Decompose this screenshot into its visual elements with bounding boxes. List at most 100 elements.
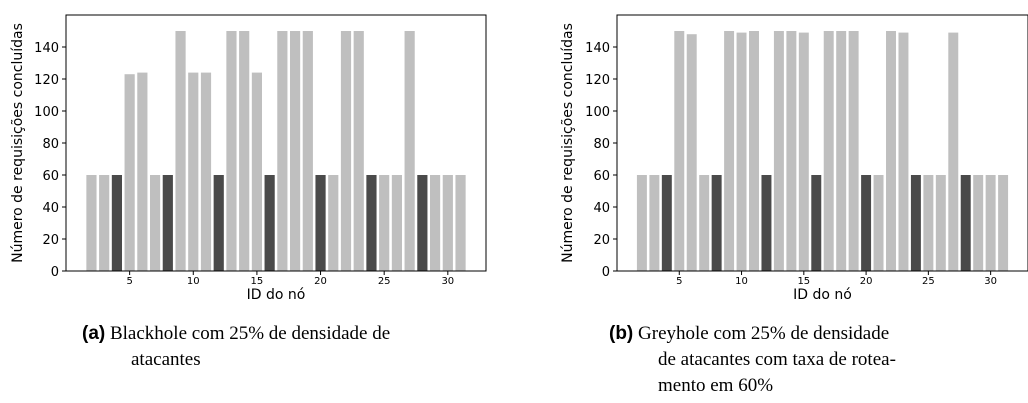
y-tick-label: 40 [42,201,59,216]
bar-29 [430,175,441,271]
bar-21 [328,175,339,271]
bar-19 [302,31,313,271]
bar-7 [150,175,161,271]
bar-7 [699,175,710,271]
y-axis-label: Número de requisições concluídas [560,23,576,263]
x-tick-label: 30 [984,276,997,287]
bar-19 [848,31,859,271]
attacker-bar-4 [661,175,672,271]
bar-18 [836,31,847,271]
bar-22 [340,31,352,271]
caption-b-tag: (b) [609,323,634,344]
x-tick-label: 25 [378,276,391,287]
x-tick-label: 20 [860,276,873,287]
attacker-bar-8 [162,175,173,271]
x-axis-label: ID do nó [793,287,852,303]
bar-14 [786,31,797,271]
x-tick-label: 10 [735,276,748,287]
bar-31 [998,175,1009,271]
y-tick-label: 120 [34,73,59,88]
x-tick-label: 5 [126,276,132,287]
y-tick-label: 100 [34,105,59,120]
caption-b-line-1: Greyhole com 25% de densidade [638,323,890,344]
bar-27 [948,32,959,271]
attacker-bar-12 [761,175,772,271]
y-tick-label: 40 [593,201,610,216]
y-axis-label: Número de requisições concluídas [10,23,26,263]
bar-17 [277,31,288,271]
caption-a-line-1: Blackhole com 25% de densidade de [109,323,391,344]
y-tick-label: 140 [585,41,610,56]
bar-17 [823,31,834,271]
bar-15 [798,32,809,271]
chart-b: 0 20 40 60 80 100 120 140 5 10 15 20 25 30 ID do nó Núm… [560,14,1028,303]
bar-26 [391,175,402,271]
caption-b: (b) Greyhole com 25% de densidade de ata… [609,321,1028,399]
bar-11 [749,31,759,271]
y-tick-label: 80 [593,137,610,152]
y-tick-label: 120 [585,73,610,88]
caption-b-line-3: mento em 60% [658,375,774,396]
bar-10 [736,32,747,271]
bar-11 [200,72,212,271]
bar-2 [636,175,647,271]
y-tick-label: 80 [42,137,59,152]
bar-30 [985,175,996,271]
bar-23 [898,32,909,271]
bar-22 [886,31,896,271]
bar-23 [353,31,364,271]
bar-6 [137,72,148,271]
bar-18 [290,31,301,271]
x-tick-label: 25 [922,276,935,287]
caption-a-line-2: atacantes [131,349,201,370]
bar-6 [686,34,697,272]
attacker-bar-20 [315,175,326,271]
bar-15 [251,72,262,271]
attacker-bar-8 [711,175,722,271]
bar-27 [404,31,415,271]
bar-25 [923,175,934,271]
y-tick-label: 100 [585,105,610,120]
y-tick-label: 60 [593,169,610,184]
bar-10 [188,72,199,271]
bar-5 [674,31,685,271]
x-tick-label: 15 [797,276,810,287]
caption-b-line-2: de atacantes com taxa de rotea- [658,349,896,370]
bar-2 [86,175,97,271]
attacker-bar-24 [366,175,377,271]
x-tick-label: 30 [441,276,454,287]
attacker-bar-28 [960,175,971,271]
bar-3 [99,175,110,271]
bar-30 [442,175,453,271]
bar-3 [649,175,660,271]
attacker-bar-16 [811,175,822,271]
x-axis-label: ID do nó [247,287,306,303]
attacker-bar-24 [910,175,921,271]
y-tick-label: 0 [602,265,610,280]
chart-a: 0 20 40 60 80 100 120 140 5 10 15 20 25 30 ID do nó Núm… [10,14,487,303]
attacker-bar-28 [417,175,428,271]
bar-13 [226,31,237,271]
bar-25 [379,175,390,271]
attacker-bar-16 [264,175,275,271]
caption-a-tag: (a) [82,323,106,344]
bar-13 [773,31,784,271]
y-tick-label: 60 [42,169,59,184]
attacker-bar-12 [213,175,224,271]
bar-5 [124,74,135,271]
attacker-bar-4 [111,175,122,271]
y-tick-label: 0 [51,265,59,280]
x-tick-label: 20 [314,276,327,287]
bar-14 [239,31,250,271]
attacker-bar-20 [861,175,872,271]
bar-31 [455,175,466,271]
bar-29 [973,175,984,271]
y-tick-label: 140 [34,41,59,56]
caption-a: (a) Blackhole com 25% de densidade de at… [82,321,482,373]
y-tick-label: 20 [593,233,610,248]
x-tick-label: 15 [251,276,264,287]
bar-9 [175,31,186,271]
x-tick-label: 10 [187,276,200,287]
y-tick-label: 20 [42,233,59,248]
bar-21 [873,175,884,271]
